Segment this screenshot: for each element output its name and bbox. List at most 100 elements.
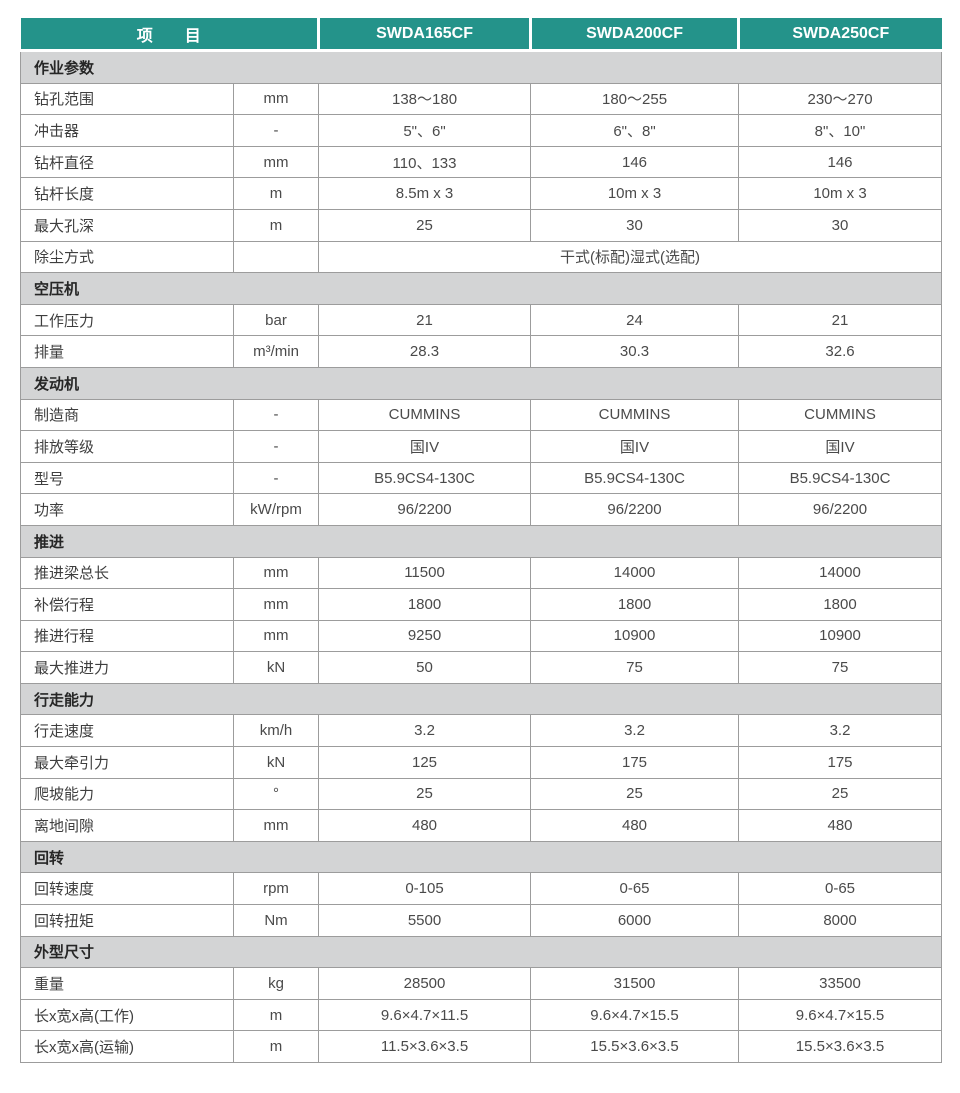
spec-unit: bar: [232, 303, 320, 337]
spec-unit: mm: [232, 556, 320, 590]
column-header-swda200cf: SWDA200CF: [529, 18, 739, 52]
spec-row: 型号 - B5.9CS4-130C B5.9CS4-130C B5.9CS4-130C: [20, 461, 943, 495]
spec-label: 钻杆长度: [20, 177, 234, 210]
spec-value-model-3: 10m x 3: [738, 177, 943, 210]
spec-unit: m: [232, 1030, 320, 1063]
spec-value-model-3: 32.6: [738, 335, 943, 368]
spec-row: 爬坡能力 ° 25 25 25: [20, 777, 943, 811]
spec-value-model-1: 25: [318, 777, 532, 811]
spec-value-model-3: CUMMINS: [738, 398, 943, 432]
spec-value-model-3: 8"、10": [738, 114, 943, 147]
spec-value-model-1: 3.2: [318, 714, 532, 748]
section-title: 作业参数: [19, 50, 943, 84]
spec-value-model-3: 9.6×4.7×15.5: [738, 998, 943, 1032]
spec-value-model-3: 1800: [738, 588, 943, 621]
spec-value-model-3: 10900: [738, 619, 943, 653]
spec-row: 钻杆直径 mm 110、133 146 146: [20, 145, 943, 179]
spec-value-model-1: 9.6×4.7×11.5: [318, 998, 532, 1032]
section-title: 推进: [19, 524, 943, 558]
section-row: 推进: [19, 524, 943, 558]
section-title: 行走能力: [19, 682, 943, 716]
spec-row: 制造商 - CUMMINS CUMMINS CUMMINS: [20, 398, 943, 432]
spec-label: 离地间隙: [20, 809, 234, 842]
spec-unit: m: [232, 177, 320, 210]
spec-value-model-3: 146: [738, 145, 943, 179]
spec-row: 最大推进力 kN 50 75 75: [20, 651, 943, 684]
spec-unit: -: [232, 398, 320, 432]
section-row: 作业参数: [19, 50, 943, 84]
spec-unit: mm: [232, 82, 320, 116]
spec-value-model-3: B5.9CS4-130C: [738, 461, 943, 495]
section-row: 空压机: [19, 272, 943, 305]
spec-row: 补偿行程 mm 1800 1800 1800: [20, 588, 943, 621]
spec-unit: m³/min: [232, 335, 320, 368]
spec-unit: [232, 240, 320, 274]
spec-unit: kW/rpm: [232, 493, 320, 526]
spec-value-model-2: 480: [530, 809, 740, 842]
spec-value-model-1: 8.5m x 3: [318, 177, 532, 210]
spec-value-model-3: 0-65: [738, 872, 943, 906]
spec-value-model-1: 国IV: [318, 430, 532, 463]
spec-unit: rpm: [232, 872, 320, 906]
spec-label: 钻杆直径: [20, 145, 234, 179]
spec-label: 长x宽x高(工作): [20, 998, 234, 1032]
spec-row: 回转速度 rpm 0-105 0-65 0-65: [20, 872, 943, 906]
spec-label: 重量: [20, 967, 234, 1000]
spec-label: 工作压力: [20, 303, 234, 337]
spec-value-model-1: 480: [318, 809, 532, 842]
spec-row: 工作压力 bar 21 24 21: [20, 303, 943, 337]
spec-value-model-3: 96/2200: [738, 493, 943, 526]
spec-value-model-3: 30: [738, 208, 943, 242]
spec-label: 最大推进力: [20, 651, 234, 684]
spec-value-model-3: 25: [738, 777, 943, 811]
spec-value-model-2: 9.6×4.7×15.5: [530, 998, 740, 1032]
spec-unit: mm: [232, 145, 320, 179]
spec-value-model-1: 28500: [318, 967, 532, 1000]
spec-label: 长x宽x高(运输): [20, 1030, 234, 1063]
section-title: 空压机: [19, 272, 943, 305]
spec-label: 最大孔深: [20, 208, 234, 242]
spec-label: 最大牵引力: [20, 746, 234, 779]
spec-label: 回转扭矩: [20, 904, 234, 937]
spec-label: 排放等级: [20, 430, 234, 463]
spec-label: 推进行程: [20, 619, 234, 653]
spec-row: 推进梁总长 mm 11500 14000 14000: [20, 556, 943, 590]
spec-row: 冲击器 -5"、6" 6"、8" 8"、10": [20, 114, 943, 147]
spec-value-model-2: 3.2: [530, 714, 740, 748]
spec-row: 钻杆长度 m 8.5m x 3 10m x 3 10m x 3: [20, 177, 943, 210]
spec-value-model-3: 15.5×3.6×3.5: [738, 1030, 943, 1063]
spec-row: 排放等级 - 国IV 国IV 国IV: [20, 430, 943, 463]
section-title: 回转: [19, 840, 943, 874]
spec-label: 制造商: [20, 398, 234, 432]
column-header-item: 项 目: [20, 18, 319, 52]
spec-value-model-3: 14000: [738, 556, 943, 590]
spec-value-model-1: 5500: [318, 904, 532, 937]
spec-unit: Nm: [232, 904, 320, 937]
spec-value-model-1: 50: [318, 651, 532, 684]
spec-row: 排量 m³/min 28.3 30.3 32.6: [20, 335, 943, 368]
spec-value-model-1: B5.9CS4-130C: [318, 461, 532, 495]
spec-row: 钻孔范围 mm 138～180 180～255 230～270: [20, 82, 943, 116]
spec-unit: km/h: [232, 714, 320, 748]
spec-row: 长x宽x高(运输) m 11.5×3.6×3.5 15.5×3.6×3.5 15.5×3…: [20, 1030, 943, 1063]
spec-table-body: 作业参数 钻孔范围 mm 138～180 180～255 230～270 冲击器 -5"、6"…: [19, 50, 943, 1063]
spec-unit: kN: [232, 651, 320, 684]
spec-label: 推进梁总长: [20, 556, 234, 590]
spec-label: 回转速度: [20, 872, 234, 906]
section-row: 外型尺寸: [19, 935, 943, 969]
spec-value-model-3: 33500: [738, 967, 943, 1000]
spec-label: 补偿行程: [20, 588, 234, 621]
spec-value-model-1: 28.3: [318, 335, 532, 368]
spec-value-model-1: 138～180: [318, 82, 532, 116]
spec-row: 最大孔深 m 25 30 30: [20, 208, 943, 242]
spec-label: 排量: [20, 335, 234, 368]
spec-value-model-2: 30: [530, 208, 740, 242]
section-title: 发动机: [19, 366, 943, 400]
spec-label: 功率: [20, 493, 234, 526]
table-header-row: 项 目 SWDA165CF SWDA200CF SWDA250CF: [20, 18, 942, 52]
spec-value-model-1: 0-105: [318, 872, 532, 906]
spec-value-model-2: 0-65: [530, 872, 740, 906]
spec-unit: m: [232, 998, 320, 1032]
spec-value-model-1: 1800: [318, 588, 532, 621]
spec-row: 长x宽x高(工作) m 9.6×4.7×11.5 9.6×4.7×15.5 9.6×4.…: [20, 998, 943, 1032]
